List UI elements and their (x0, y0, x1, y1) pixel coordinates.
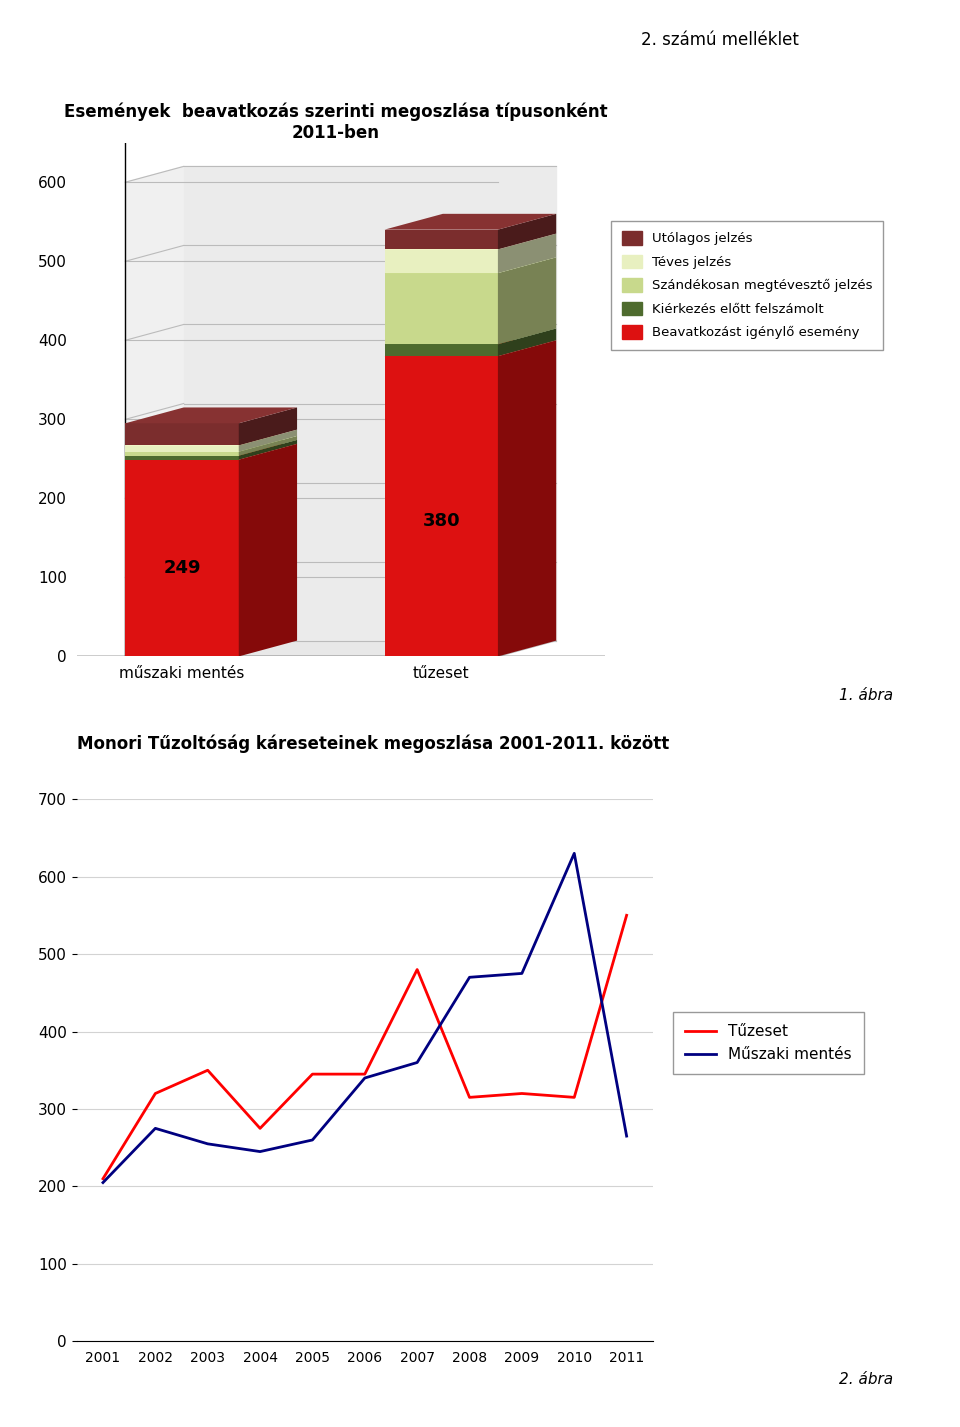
Polygon shape (498, 257, 556, 344)
Tűzeset (464, 1089, 475, 1106)
Line: Tűzeset: Tűzeset (103, 915, 627, 1179)
Műszaki mentés (202, 1136, 213, 1153)
Polygon shape (385, 257, 556, 273)
Polygon shape (385, 328, 556, 344)
Műszaki mentés (254, 1143, 266, 1160)
Polygon shape (385, 273, 498, 344)
Műszaki mentés (359, 1069, 371, 1086)
Text: 2. ábra: 2. ábra (839, 1371, 893, 1387)
Polygon shape (126, 452, 239, 455)
Polygon shape (385, 214, 556, 230)
Műszaki mentés (516, 965, 528, 982)
Polygon shape (126, 435, 297, 452)
Text: Események  beavatkozás szerinti megoszlása típusonként: Események beavatkozás szerinti megoszlás… (64, 103, 608, 121)
Polygon shape (385, 344, 498, 357)
Polygon shape (239, 435, 297, 455)
Tűzeset (202, 1062, 213, 1079)
Műszaki mentés (621, 1127, 633, 1144)
Polygon shape (183, 167, 556, 641)
Polygon shape (126, 641, 556, 656)
Text: 380: 380 (422, 512, 460, 531)
Polygon shape (239, 440, 297, 459)
Text: 2011-ben: 2011-ben (292, 124, 380, 143)
Tűzeset (621, 906, 633, 923)
Polygon shape (126, 455, 239, 459)
Legend: Utólagos jelzés, Téves jelzés, Szándékosan megtévesztő jelzés, Kiérkezés előtt f: Utólagos jelzés, Téves jelzés, Szándékos… (612, 221, 883, 350)
Műszaki mentés (150, 1120, 161, 1137)
Polygon shape (385, 234, 556, 250)
Polygon shape (126, 167, 183, 656)
Polygon shape (498, 214, 556, 250)
Tűzeset (359, 1066, 371, 1083)
Tűzeset (254, 1120, 266, 1137)
Polygon shape (126, 459, 239, 656)
Tűzeset (516, 1085, 528, 1102)
Text: 1. ábra: 1. ábra (839, 688, 893, 704)
Tűzeset (306, 1066, 318, 1083)
Tűzeset (150, 1085, 161, 1102)
Műszaki mentés (97, 1174, 108, 1192)
Polygon shape (498, 340, 556, 656)
Polygon shape (126, 445, 239, 452)
Polygon shape (239, 444, 297, 656)
Tűzeset (568, 1089, 580, 1106)
Műszaki mentés (306, 1132, 318, 1149)
Polygon shape (239, 408, 297, 445)
Polygon shape (239, 430, 297, 452)
Text: Monori Tűzoltóság káreseteinek megoszlása 2001-2011. között: Monori Tűzoltóság káreseteinek megoszlás… (77, 735, 669, 753)
Line: Műszaki mentés: Műszaki mentés (103, 853, 627, 1183)
Polygon shape (126, 408, 297, 424)
Polygon shape (126, 440, 297, 455)
Műszaki mentés (464, 969, 475, 986)
Tűzeset (97, 1170, 108, 1187)
Polygon shape (126, 430, 297, 445)
Műszaki mentés (412, 1055, 423, 1072)
Text: 2. számú melléklet: 2. számú melléklet (641, 31, 799, 50)
Polygon shape (498, 328, 556, 357)
Polygon shape (385, 250, 498, 273)
Polygon shape (385, 340, 556, 357)
Műszaki mentés (568, 845, 580, 862)
Text: 249: 249 (163, 559, 201, 577)
Polygon shape (385, 230, 498, 250)
Polygon shape (498, 234, 556, 273)
Polygon shape (385, 357, 498, 656)
Legend: Tűzeset, Műszaki mentés: Tűzeset, Műszaki mentés (673, 1012, 864, 1075)
Tűzeset (412, 960, 423, 977)
Polygon shape (126, 444, 297, 459)
Polygon shape (126, 424, 239, 445)
